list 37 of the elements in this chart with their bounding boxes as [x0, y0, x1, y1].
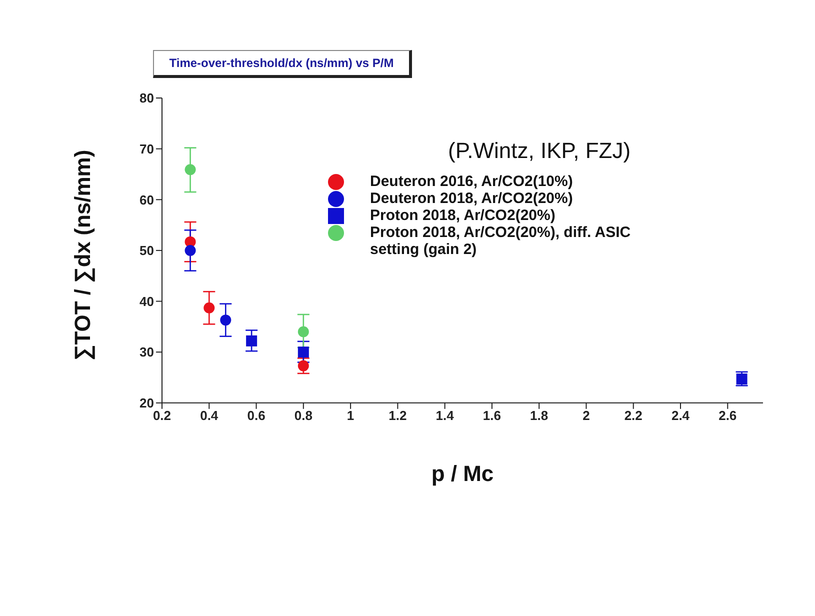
- x-tick-label: 2.4: [671, 408, 690, 424]
- point: [246, 335, 258, 346]
- annotation: (P.Wintz, IKP, FZJ): [448, 138, 631, 164]
- y-tick-label: 50: [140, 243, 154, 258]
- legend-label: Deuteron 2016, Ar/CO2(10%): [370, 173, 574, 190]
- x-tick-label: 0.6: [247, 408, 266, 424]
- point: [736, 374, 748, 385]
- y-axis-title: ∑TOT / ∑dx (ns/mm): [70, 150, 95, 360]
- x-tick-label: 1.2: [388, 408, 407, 424]
- y-tick-label: 30: [140, 344, 154, 360]
- chart-title: Time-over-threshold/dx (ns/mm) vs P/M: [153, 50, 412, 78]
- y-tick-label: 80: [140, 90, 154, 106]
- point: [184, 244, 196, 256]
- x-tick-label: 2.2: [624, 408, 642, 424]
- legend-label: Proton 2018, Ar/CO2(20%), diff. ASIC setting (gain 2): [370, 224, 632, 258]
- x-tick-label: 2.6: [718, 408, 737, 424]
- x-tick-label: 1.4: [436, 408, 455, 424]
- point: [298, 326, 309, 338]
- y-tick-label: 60: [140, 192, 154, 208]
- point: [204, 302, 215, 314]
- x-tick-label: 0.8: [294, 408, 312, 424]
- point: [220, 314, 232, 326]
- legend-label: Proton 2018, Ar/CO2(20%): [370, 207, 556, 224]
- x-tick-label: 0.4: [200, 408, 219, 424]
- point: [298, 360, 309, 372]
- point: [298, 346, 309, 358]
- legend-label: Deuteron 2018, Ar/CO2(20%): [370, 190, 574, 208]
- x-tick-label: 1: [346, 408, 354, 424]
- point: [184, 164, 196, 176]
- y-tick-label: 40: [140, 294, 154, 309]
- y-tick-label: 20: [140, 396, 154, 411]
- x-tick-label: 2: [582, 408, 590, 424]
- y-tick-label: 70: [140, 141, 154, 156]
- x-tick-label: 1.6: [482, 408, 501, 424]
- x-tick-label: 1.8: [530, 408, 548, 424]
- x-axis-title: p / Mc: [431, 460, 494, 486]
- x-tick-label: 0.2: [152, 408, 172, 424]
